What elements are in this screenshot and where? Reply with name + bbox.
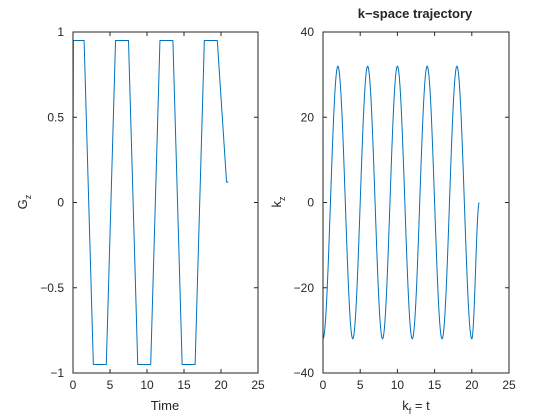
gradient-y-axis-label: Gz	[15, 194, 33, 209]
gradient-x-tick-label: 15	[177, 378, 191, 392]
kspace-x-tick-label: 5	[357, 378, 364, 392]
gradient-plot: 0 5 10 15 20 25 −1 −0.5 0 0.5 1 Time Gz	[15, 25, 265, 413]
kspace-y-axis-label-main: k	[269, 201, 284, 208]
kspace-x-axis-label: kf = t	[402, 398, 430, 416]
gradient-x-tick-label: 10	[140, 378, 154, 392]
kspace-y-tick-label: 40	[301, 25, 315, 39]
gradient-y-tick-label: 0	[57, 196, 64, 210]
kspace-y-tick-label: 20	[301, 110, 315, 124]
kspace-x-axis-label-rest: = t	[411, 398, 430, 413]
gradient-y-tick-label: 1	[57, 25, 64, 39]
gradient-x-tick-label: 25	[251, 378, 265, 392]
kspace-x-axis-label-main: k	[402, 398, 409, 413]
kspace-series-line	[322, 65, 480, 340]
gradient-y-tick-label: −1	[50, 366, 64, 380]
gradient-y-tick-label: −0.5	[40, 281, 64, 295]
kspace-x-tick-label: 0	[320, 378, 327, 392]
gradient-plot-ticks: 0 5 10 15 20 25 −1 −0.5 0 0.5 1	[40, 25, 265, 392]
gradient-y-axis-label-main: G	[15, 199, 30, 209]
kspace-y-tick-label: 0	[307, 196, 314, 210]
gradient-x-tick-label: 5	[107, 378, 114, 392]
kspace-y-tick-label: −20	[294, 281, 315, 295]
kspace-y-axis-label: kz	[269, 196, 287, 208]
gradient-x-tick-label: 20	[214, 378, 228, 392]
kspace-x-tick-label: 10	[391, 378, 405, 392]
kspace-x-tick-label: 15	[428, 378, 442, 392]
kspace-y-axis-label-sub: z	[277, 196, 287, 201]
kspace-x-tick-label: 25	[502, 378, 516, 392]
gradient-series-line	[72, 40, 229, 365]
gradient-y-axis-label-sub: z	[23, 194, 33, 199]
kspace-plot-ticks: 0 5 10 15 20 25 −40 −20 0 20 40	[294, 25, 516, 392]
kspace-x-tick-label: 20	[465, 378, 479, 392]
gradient-x-tick-label: 0	[70, 378, 77, 392]
kspace-x-axis-label-sub: f	[409, 406, 412, 416]
kspace-plot-title: k−space trajectory	[358, 6, 473, 21]
kspace-plot: k−space trajectory 0 5 10 15 20 25 −40 −20 0 20 40…	[269, 6, 516, 416]
kspace-y-tick-label: −40	[294, 366, 315, 380]
gradient-x-axis-label: Time	[151, 398, 179, 413]
gradient-y-tick-label: 0.5	[47, 110, 64, 124]
